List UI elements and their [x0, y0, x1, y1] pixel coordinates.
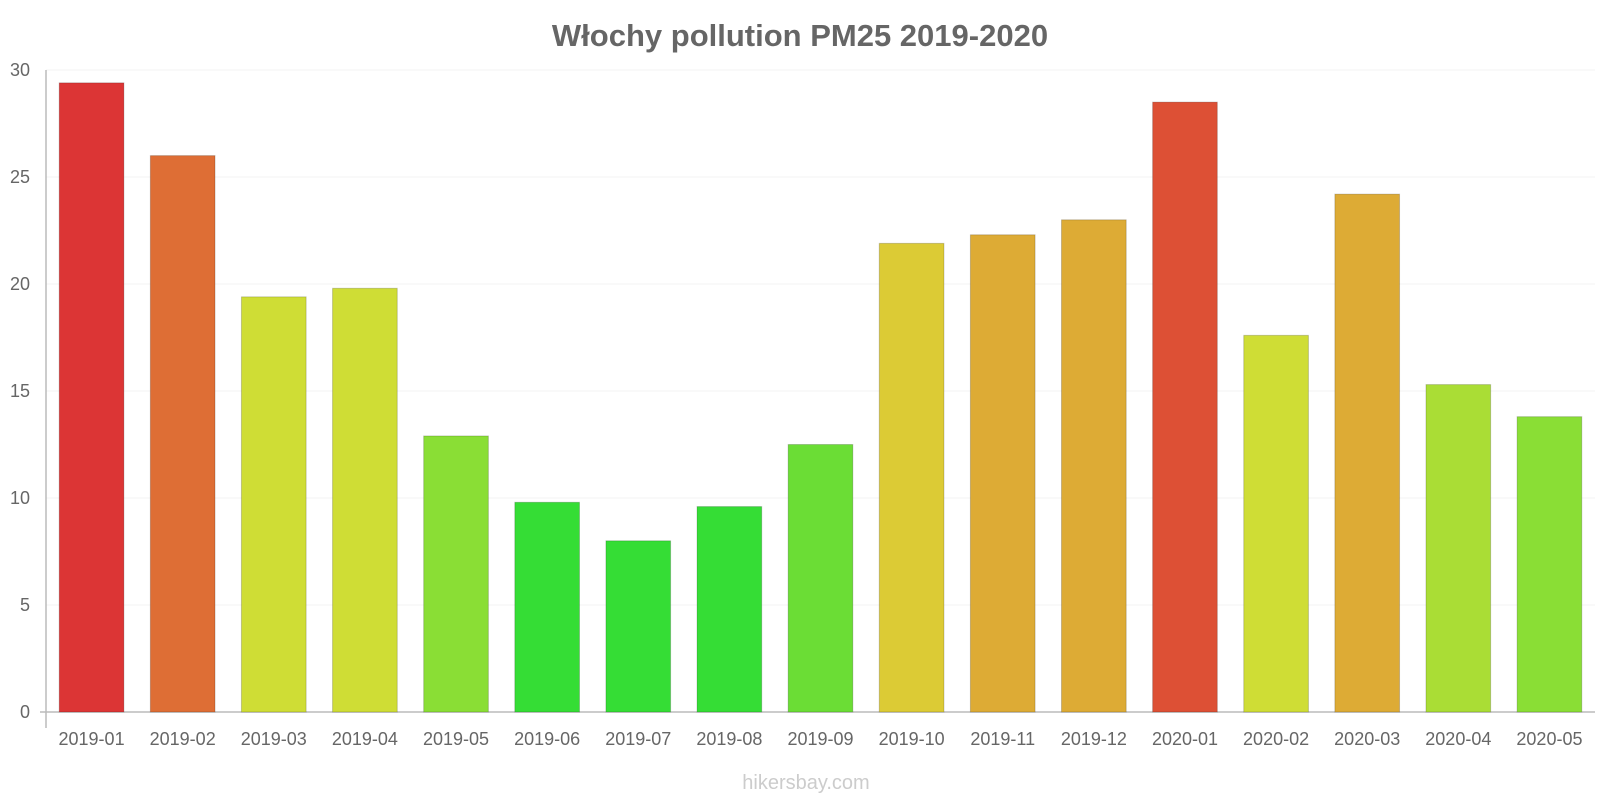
bar-2019-10[interactable]	[878, 242, 945, 713]
y-tick-label: 0	[20, 702, 30, 722]
x-tick-label: 2019-06	[514, 729, 580, 749]
bar-2019-06[interactable]	[514, 501, 580, 713]
bar-2020-05[interactable]	[1516, 416, 1583, 713]
x-tick-label: 2020-01	[1152, 729, 1218, 749]
bar-2019-04[interactable]	[332, 287, 398, 713]
bar-2019-08[interactable]	[696, 506, 763, 713]
bar-2020-03[interactable]	[1334, 193, 1401, 713]
bar-2019-03[interactable]	[240, 296, 307, 713]
y-tick-label: 25	[10, 167, 30, 187]
y-tick-label: 20	[10, 274, 30, 294]
bar-2020-04[interactable]	[1425, 384, 1492, 713]
x-tick-label: 2019-08	[696, 729, 762, 749]
y-tick-label: 5	[20, 595, 30, 615]
x-tick-label: 2019-02	[150, 729, 216, 749]
x-tick-label: 2019-07	[605, 729, 671, 749]
y-tick-label: 30	[10, 60, 30, 80]
x-tick-label: 2019-01	[59, 729, 125, 749]
bar-2019-07[interactable]	[605, 540, 672, 713]
x-tick-label: 2020-04	[1425, 729, 1491, 749]
bar-2019-12[interactable]	[1061, 219, 1127, 713]
bar-2019-09[interactable]	[787, 444, 854, 713]
x-tick-label: 2020-05	[1516, 729, 1582, 749]
bar-2019-02[interactable]	[149, 155, 216, 713]
chart-title: Włochy pollution PM25 2019-2020	[552, 18, 1048, 53]
x-tick-label: 2019-03	[241, 729, 307, 749]
x-tick-label: 2019-09	[787, 729, 853, 749]
watermark-text: hikersbay.com	[742, 772, 869, 794]
x-tick-label: 2020-02	[1243, 729, 1309, 749]
bar-2019-11[interactable]	[969, 234, 1036, 713]
y-tick-label: 10	[10, 488, 30, 508]
x-tick-label: 2019-05	[423, 729, 489, 749]
x-tick-label: 2020-03	[1334, 729, 1400, 749]
bar-2020-01[interactable]	[1152, 101, 1218, 713]
bar-2019-05[interactable]	[423, 435, 489, 713]
y-tick-label: 15	[10, 381, 30, 401]
tick-labels: 0 5 10 15 20 25 30 2019-01 2019-02 2019-03 2019-04…	[10, 60, 1583, 749]
x-tick-label: 2019-12	[1061, 729, 1127, 749]
x-tick-label: 2019-10	[879, 729, 945, 749]
x-tick-label: 2019-04	[332, 729, 398, 749]
x-tick-label: 2019-11	[970, 729, 1035, 749]
bars	[58, 82, 1583, 713]
bar-2019-01[interactable]	[58, 82, 125, 713]
bar-2020-02[interactable]	[1243, 334, 1309, 713]
